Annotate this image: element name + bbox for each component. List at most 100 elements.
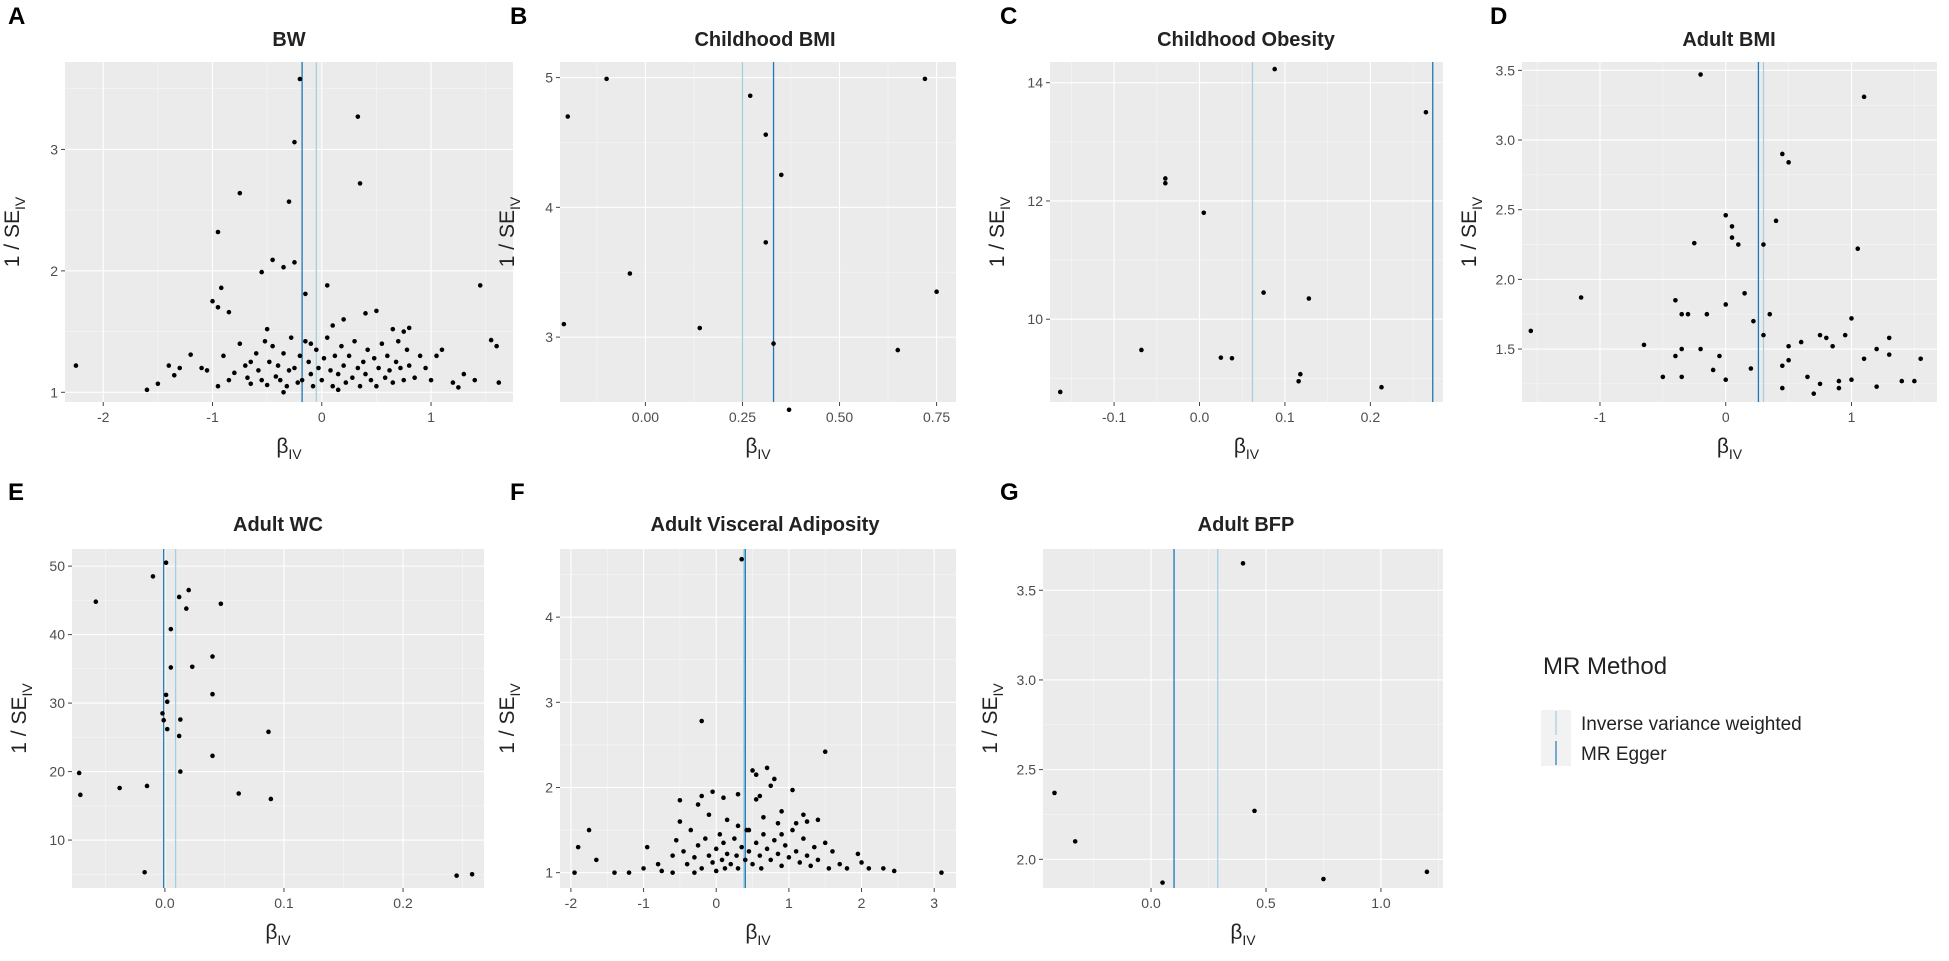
- x-axis-label: βIV: [745, 435, 771, 462]
- data-point-adult-visceral-adiposity: [724, 817, 730, 823]
- panel-title: Adult WC: [233, 514, 323, 536]
- data-point-adult-bmi: [1899, 378, 1905, 384]
- y-tick-label: 3.0: [1496, 132, 1516, 148]
- data-point-bw: [237, 341, 243, 347]
- panel-title: Adult BMI: [1682, 29, 1775, 51]
- data-point-adult-visceral-adiposity: [753, 840, 759, 846]
- x-tick-label: 0.2: [393, 895, 413, 911]
- data-point-adult-wc: [210, 691, 215, 697]
- data-point-adult-wc: [218, 601, 224, 607]
- data-point-adult-bfp: [1321, 876, 1326, 882]
- data-point-bw: [232, 370, 237, 376]
- legend-label-ivw: Inverse variance weighted: [1581, 714, 1802, 735]
- x-tick-label: 1: [785, 895, 793, 911]
- data-point-bw: [401, 329, 407, 334]
- data-point-adult-bfp: [1424, 869, 1430, 875]
- panel-title: BW: [272, 29, 305, 51]
- data-point-bw: [303, 338, 308, 344]
- data-point-adult-visceral-adiposity: [641, 866, 646, 871]
- data-point-adult-wc: [163, 560, 169, 565]
- legend: MR Method Inverse variance weighted MR E…: [1541, 653, 1802, 766]
- plot-background: [560, 62, 956, 402]
- data-point-bw: [406, 363, 412, 368]
- data-point-adult-wc: [93, 599, 99, 605]
- data-point-adult-visceral-adiposity: [586, 827, 592, 833]
- data-point-bw: [215, 304, 221, 310]
- panel-c: C Childhood Obesity -0.1 0.0 0.1 0.2 10 12 14 βIV…: [986, 3, 1443, 462]
- data-point-adult-bmi: [1742, 291, 1747, 296]
- x-tick-label: 0.0: [1141, 895, 1161, 911]
- data-point-adult-wc: [178, 769, 183, 774]
- data-point-adult-visceral-adiposity: [758, 866, 764, 871]
- data-point-adult-visceral-adiposity: [699, 866, 704, 871]
- data-point-bw: [350, 375, 355, 381]
- data-point-adult-bmi: [1861, 94, 1867, 100]
- data-point-adult-visceral-adiposity: [790, 787, 795, 793]
- y-axis-label: 1 / SEIV: [986, 196, 1013, 267]
- data-point-adult-wc: [266, 729, 271, 735]
- data-point-bw: [215, 383, 221, 389]
- data-point-adult-wc: [150, 574, 156, 579]
- data-point-bw: [264, 382, 270, 388]
- data-point-adult-bfp: [1252, 808, 1257, 814]
- panel-a: A BW -2 -1 0 1 1 2 3 βIV 1 / SEIV: [1, 3, 513, 462]
- data-point-adult-bmi: [1861, 356, 1867, 362]
- data-point-adult-bmi: [1679, 311, 1685, 317]
- data-point-adult-visceral-adiposity: [797, 860, 803, 865]
- x-tick-label: 1: [1848, 409, 1856, 425]
- data-point-bw: [477, 283, 483, 288]
- data-point-bw: [177, 365, 183, 371]
- y-tick-label: 3.5: [1017, 582, 1037, 598]
- data-point-bw: [368, 377, 374, 383]
- data-point-bw: [277, 377, 283, 383]
- data-point-adult-visceral-adiposity: [594, 857, 599, 863]
- x-tick-label: 0.50: [826, 409, 853, 425]
- data-point-adult-wc: [178, 717, 183, 722]
- data-point-bw: [262, 338, 268, 344]
- data-point-adult-visceral-adiposity: [822, 840, 828, 846]
- data-point-adult-wc: [189, 664, 195, 670]
- data-point-adult-bmi: [1805, 374, 1810, 380]
- data-point-adult-bmi: [1886, 335, 1892, 341]
- data-point-bw: [297, 76, 303, 82]
- data-point-adult-bmi: [1780, 385, 1785, 391]
- data-point-bw: [210, 298, 215, 304]
- data-point-bw: [439, 347, 445, 353]
- data-point-childhood-bmi: [561, 321, 567, 327]
- data-point-adult-visceral-adiposity: [859, 860, 864, 865]
- data-point-bw: [281, 351, 286, 356]
- data-point-adult-visceral-adiposity: [695, 802, 701, 807]
- data-point-childhood-obesity: [1229, 355, 1235, 361]
- plot-background: [72, 549, 484, 888]
- data-point-adult-visceral-adiposity: [761, 815, 766, 820]
- data-point-bw: [264, 326, 270, 332]
- data-point-adult-bmi: [1874, 346, 1879, 352]
- x-tick-label: 0.1: [1275, 409, 1295, 425]
- data-point-adult-visceral-adiposity: [757, 793, 763, 799]
- data-point-adult-bmi: [1767, 311, 1773, 317]
- data-point-adult-bfp: [1160, 880, 1165, 885]
- data-point-adult-visceral-adiposity: [830, 849, 835, 854]
- y-tick-label: 2: [545, 779, 553, 795]
- panel-g: G Adult BFP 0.0 0.5 1.0 2.0 2.5 3.0 3.5 βIV 1 / SE…: [979, 479, 1443, 948]
- data-point-adult-visceral-adiposity: [761, 832, 766, 837]
- data-point-adult-visceral-adiposity: [822, 749, 828, 755]
- data-point-adult-visceral-adiposity: [734, 853, 739, 858]
- data-point-bw: [488, 337, 494, 343]
- x-axis-label: βIV: [265, 921, 291, 948]
- data-point-adult-visceral-adiposity: [724, 851, 730, 857]
- data-point-bw: [253, 351, 259, 356]
- data-point-bw: [218, 285, 224, 291]
- data-point-adult-wc: [176, 594, 182, 600]
- data-point-childhood-obesity: [1057, 389, 1063, 395]
- data-point-adult-bmi: [1673, 297, 1678, 303]
- data-point-adult-visceral-adiposity: [801, 836, 806, 841]
- data-point-adult-visceral-adiposity: [732, 836, 737, 841]
- x-tick-label: 0.25: [729, 409, 756, 425]
- data-point-adult-bmi: [1773, 218, 1779, 224]
- data-point-adult-bmi: [1679, 346, 1685, 352]
- data-point-adult-visceral-adiposity: [891, 868, 897, 874]
- x-tick-label: -0.1: [1102, 409, 1126, 425]
